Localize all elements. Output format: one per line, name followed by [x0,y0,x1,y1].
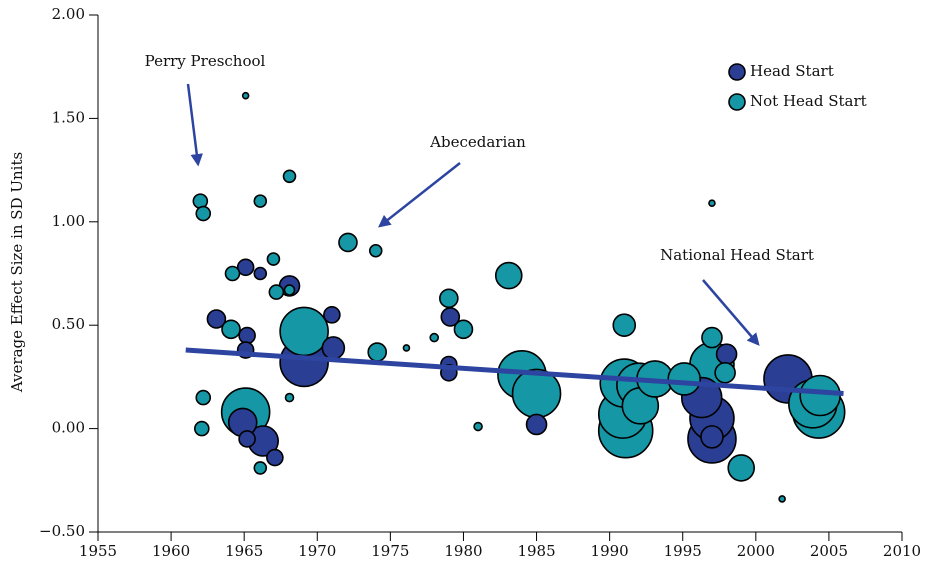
bubble [700,425,724,449]
bubble [241,91,250,100]
x-tick-label: 2000 [737,542,775,560]
bubble [778,495,786,503]
legend-marker [728,93,746,111]
x-tick-label: 2005 [810,542,848,560]
bubbles [192,91,846,503]
bubble [439,288,459,309]
x-tick-label: 1955 [79,542,117,560]
bubble [429,332,440,343]
bubble [714,361,736,384]
y-tick-label: 2.00 [52,5,85,23]
y-tick-label: 0.00 [52,419,85,437]
bubble [238,430,256,448]
bubble [253,266,268,281]
x-tick-label: 1960 [152,542,190,560]
x-tick-label: 1980 [444,542,482,560]
bubble [708,199,716,207]
bubble [224,265,241,282]
bubble [284,392,295,403]
bubble [206,309,227,329]
bubble [525,413,548,436]
bubble [323,306,341,324]
bubble [727,454,756,482]
y-tick-label: 1.00 [52,212,85,230]
annotation-arrows [186,83,760,346]
x-tick-label: 1970 [298,542,336,560]
annotation: Abecedarian [429,133,526,151]
bubble [279,306,329,357]
y-tick-label: 0.50 [52,315,85,333]
x-tick-label: 1990 [591,542,629,560]
legend-label: Not Head Start [750,92,867,110]
arrow [378,162,461,228]
y-tick-label: −0.50 [39,522,85,540]
bubble [283,284,296,296]
bubble [368,243,383,258]
bubble [266,252,281,266]
x-tick-label: 1975 [371,542,409,560]
legend-marker [728,63,746,81]
bubble [667,362,701,396]
bubble [221,319,241,340]
bubble [253,461,268,475]
bubble [799,374,841,417]
y-tick-label: 1.50 [52,108,85,126]
x-tick-label: 2010 [883,542,921,560]
bubble [321,336,346,360]
annotation: National Head Start [660,246,814,264]
trend-line [185,347,844,396]
bubble [494,261,523,290]
bubble [266,448,284,467]
arrow [186,83,203,167]
bubble [612,313,637,338]
x-tick-label: 1985 [517,542,555,560]
bubble [701,326,723,349]
bubble [253,194,268,208]
bubble [453,319,474,340]
bubble [195,205,212,222]
bubble [236,258,255,277]
bubble [402,344,411,352]
arrow [702,279,760,346]
x-tick-label: 1995 [664,542,702,560]
bubble [268,284,285,300]
bubble [473,421,483,432]
y-axis-label: Average Effect Size in SD Units [8,152,26,393]
bubble [282,169,297,184]
bubble [238,326,256,345]
bubble [195,389,212,406]
x-tick-label: 1965 [225,542,263,560]
bubble [193,420,210,437]
bubble [338,232,358,253]
legend-label: Head Start [750,62,834,80]
bubble [715,343,738,365]
bubble [367,342,388,362]
annotation: Perry Preschool [145,52,266,70]
